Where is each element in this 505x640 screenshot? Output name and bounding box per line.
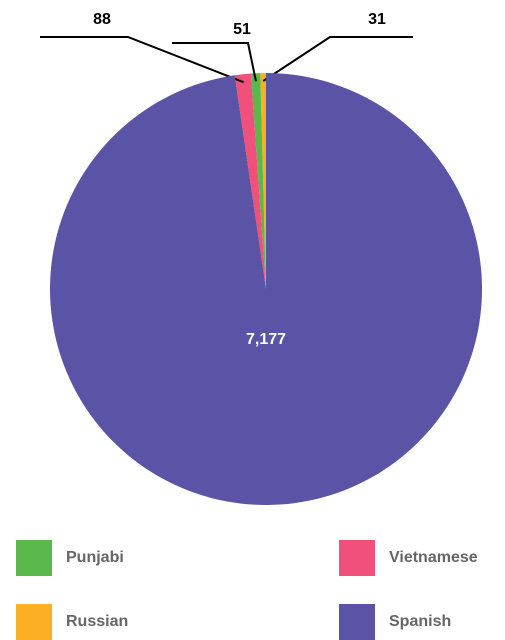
data-label: 7,177 xyxy=(246,331,286,348)
legend-swatch xyxy=(339,540,375,576)
leader-line xyxy=(172,42,257,82)
legend-label: Punjabi xyxy=(66,549,124,566)
data-label: 88 xyxy=(93,11,111,28)
legend-swatch xyxy=(16,604,52,640)
legend-swatch xyxy=(16,540,52,576)
legend-label: Vietnamese xyxy=(389,549,478,566)
pie-slice xyxy=(50,73,483,505)
data-label: 51 xyxy=(233,21,251,38)
pie-slice xyxy=(260,73,266,289)
legend-label: Spanish xyxy=(389,613,451,630)
legend-label: Russian xyxy=(66,613,128,630)
leader-line xyxy=(40,36,244,84)
data-label: 31 xyxy=(368,11,386,28)
pie-slice xyxy=(250,73,266,290)
pie-slice xyxy=(234,73,266,289)
leader-line xyxy=(262,36,413,82)
legend-swatch xyxy=(339,604,375,640)
